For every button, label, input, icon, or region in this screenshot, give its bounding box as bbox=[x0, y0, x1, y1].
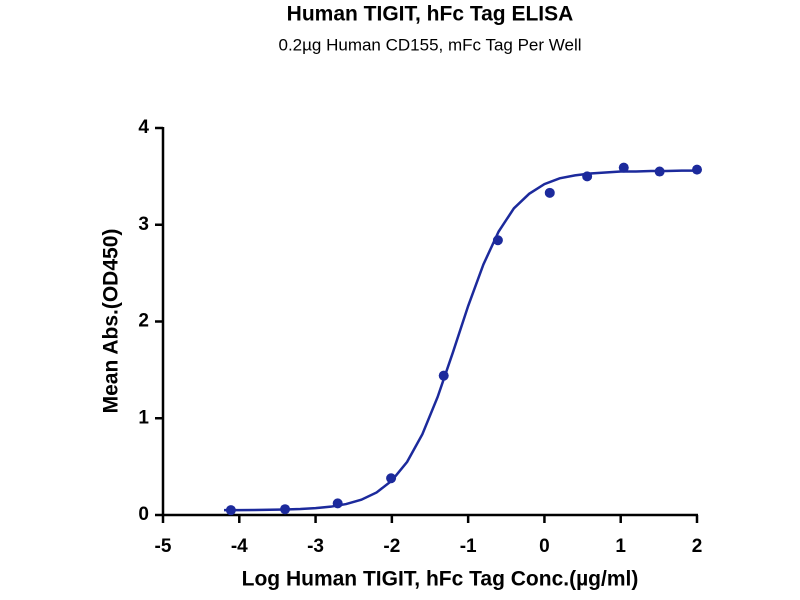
y-axis-label: Mean Abs.(OD450) bbox=[100, 229, 123, 414]
x-tick-label: -1 bbox=[460, 536, 477, 557]
x-tick-label: -2 bbox=[383, 536, 400, 557]
x-tick-label: -5 bbox=[155, 536, 172, 557]
chart-title: Human TIGIT, hFc Tag ELISA bbox=[287, 3, 574, 26]
y-tick-label: 4 bbox=[138, 117, 149, 138]
fit-curve bbox=[224, 169, 697, 512]
y-tick-label: 3 bbox=[138, 214, 149, 235]
x-tick-label: -4 bbox=[231, 536, 248, 557]
x-axis-label: Log Human TIGIT, hFc Tag Conc.(µg/ml) bbox=[242, 568, 639, 591]
x-tick-label: 1 bbox=[615, 536, 626, 557]
data-point bbox=[618, 162, 629, 173]
y-tick-label: 1 bbox=[138, 407, 149, 428]
data-point bbox=[386, 473, 397, 484]
x-tick-label: 0 bbox=[539, 536, 550, 557]
x-tick-label: -3 bbox=[307, 536, 324, 557]
y-tick-label: 0 bbox=[138, 504, 149, 525]
x-tick-label: 2 bbox=[692, 536, 703, 557]
data-point bbox=[544, 187, 555, 198]
chart-subtitle: 0.2µg Human CD155, mFc Tag Per Well bbox=[278, 35, 581, 54]
y-tick-label: 2 bbox=[138, 311, 149, 332]
